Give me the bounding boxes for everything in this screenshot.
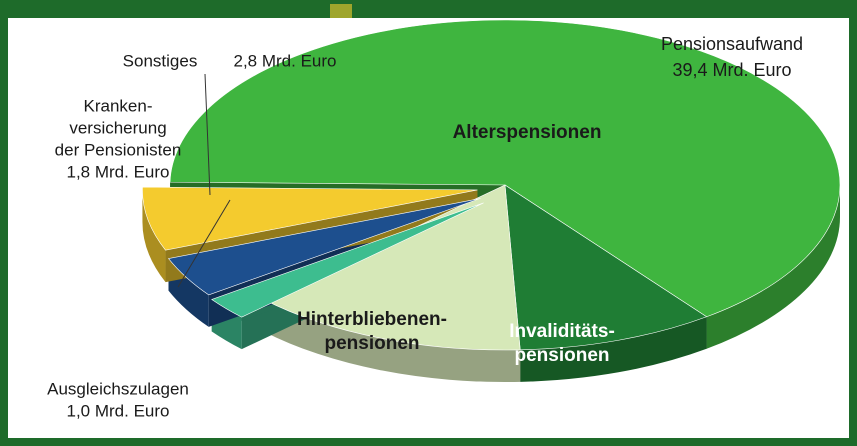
slice [169,19,841,318]
slice-side [142,189,166,283]
value-label: 1,0 Mrd. Euro [67,401,170,420]
slice-side [706,185,840,349]
slice-label: Hinterbliebenen- [297,309,447,330]
slice-label: der Pensionisten [55,140,182,159]
slice-side [263,299,521,382]
value-label: 2,8 Mrd. Euro [234,51,337,70]
slice-label: Ausgleichszulagen [47,379,189,398]
slice [142,186,478,251]
slice-label: versicherung [69,118,166,137]
banner-mark [330,4,352,18]
slice-label: pensionen [514,345,609,366]
slice-label: pensionen [324,333,419,354]
annotation: Pensionsaufwand [661,34,803,54]
value-label: 1,8 Mrd. Euro [67,162,170,181]
slice-label: Invaliditäts- [509,321,615,342]
slice-label: Sonstiges [123,51,198,70]
slice-side [520,316,707,382]
leader-line [204,73,211,196]
slice-label: Kranken- [84,96,153,115]
slice [262,184,521,351]
annotation: 39,4 Mrd. Euro [672,60,791,80]
slice [167,198,481,296]
slice-label: Alterspensionen [453,122,602,143]
slice [504,184,708,351]
leader-line [177,199,231,288]
slice [211,202,484,318]
